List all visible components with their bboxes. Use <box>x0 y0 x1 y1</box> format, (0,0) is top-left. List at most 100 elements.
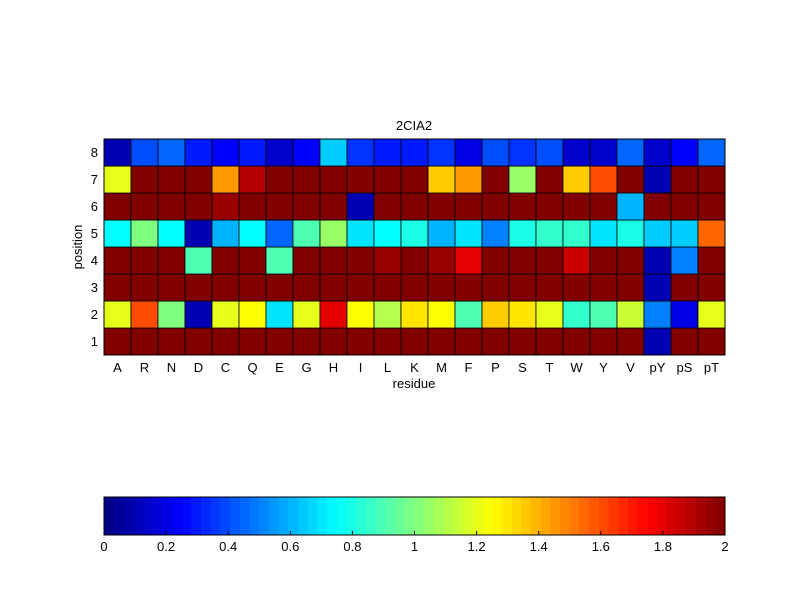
heatmap-cell <box>292 138 321 167</box>
heatmap-cell <box>697 246 726 275</box>
x-tick-label: A <box>113 360 122 375</box>
heatmap-cell <box>508 219 537 248</box>
heatmap-cell <box>670 246 699 275</box>
heatmap-cell <box>508 246 537 275</box>
heatmap-cell <box>481 246 510 275</box>
y-tick-label: 5 <box>91 226 98 241</box>
colorbar-band <box>618 497 629 535</box>
colorbar-band <box>210 497 221 535</box>
colorbar-band <box>453 497 464 535</box>
colorbar-band <box>560 497 571 535</box>
heatmap-cell <box>103 165 132 194</box>
heatmap-cell <box>643 219 672 248</box>
heatmap-cell <box>508 273 537 302</box>
heatmap-cell <box>184 273 213 302</box>
heatmap-cell <box>481 219 510 248</box>
heatmap-cell <box>238 165 267 194</box>
chart-title: 2CIA2 <box>396 118 432 133</box>
colorbar-band <box>686 497 697 535</box>
heatmap-cell <box>103 246 132 275</box>
heatmap-cell <box>319 165 348 194</box>
heatmap-cell <box>427 192 456 221</box>
heatmap-cell <box>697 192 726 221</box>
colorbar-band <box>239 497 251 535</box>
colorbar-band <box>152 497 163 535</box>
heatmap-cell <box>535 246 564 275</box>
colorbar-tick-label: 1.2 <box>468 539 486 554</box>
heatmap-cell <box>346 273 375 302</box>
heatmap-cell <box>373 300 402 329</box>
colorbar-band <box>424 497 435 535</box>
colorbar-band <box>608 497 619 535</box>
heatmap-cell <box>670 165 699 194</box>
heatmap-cell <box>184 192 213 221</box>
heatmap-cell <box>643 138 672 167</box>
x-tick-label: P <box>491 360 500 375</box>
heatmap-cell <box>427 300 456 329</box>
heatmap-cell <box>589 327 618 356</box>
heatmap-cell <box>535 192 564 221</box>
heatmap-cell <box>265 219 294 248</box>
colorbar-band <box>647 497 658 535</box>
heatmap-cell <box>481 327 510 356</box>
heatmap-cell <box>211 273 240 302</box>
x-tick-label: F <box>465 360 473 375</box>
heatmap-cell <box>130 273 159 302</box>
heatmap-cell <box>373 273 402 302</box>
heatmap-cell <box>103 300 132 329</box>
x-tick-label: S <box>518 360 527 375</box>
colorbar-band <box>492 497 503 535</box>
colorbar-band <box>142 497 154 535</box>
heatmap-cell <box>265 300 294 329</box>
x-tick-label: pT <box>704 360 719 375</box>
heatmap-cell <box>184 246 213 275</box>
colorbar-band <box>346 497 357 535</box>
x-tick-label: Y <box>599 360 608 375</box>
heatmap-cell <box>130 138 159 167</box>
colorbar-band <box>307 497 318 535</box>
heatmap-cell <box>265 192 294 221</box>
heatmap-cell <box>184 138 213 167</box>
heatmap-cell <box>562 300 591 329</box>
heatmap-cell <box>319 327 348 356</box>
heatmap-cell <box>616 219 645 248</box>
heatmap-cell <box>292 273 321 302</box>
heatmap-cell <box>562 273 591 302</box>
heatmap-cell <box>535 219 564 248</box>
heatmap-cell <box>211 192 240 221</box>
colorbar-band <box>530 497 542 535</box>
heatmap-cell <box>427 327 456 356</box>
heatmap-cell <box>103 138 132 167</box>
heatmap-cell <box>562 192 591 221</box>
heatmap-cell <box>292 165 321 194</box>
colorbar-band <box>715 497 726 535</box>
colorbar-band <box>637 497 648 535</box>
heatmap-cell <box>373 192 402 221</box>
colorbar-band <box>657 497 668 535</box>
colorbar-band <box>171 497 183 535</box>
x-tick-label: E <box>275 360 284 375</box>
heatmap-cell <box>697 273 726 302</box>
y-tick-label: 3 <box>91 280 98 295</box>
heatmap-cell <box>589 246 618 275</box>
heatmap-cell <box>589 192 618 221</box>
heatmap-cell <box>103 192 132 221</box>
y-tick-label: 4 <box>91 253 98 268</box>
heatmap-cell <box>184 165 213 194</box>
colorbar-band <box>317 497 328 535</box>
heatmap-cell <box>265 246 294 275</box>
colorbar-band <box>181 497 192 535</box>
heatmap-cell <box>481 192 510 221</box>
heatmap-cell <box>454 138 483 167</box>
heatmap-cell <box>130 165 159 194</box>
x-tick-label: W <box>570 360 583 375</box>
x-tick-label: D <box>194 360 203 375</box>
heatmap-cell <box>535 327 564 356</box>
heatmap-cell <box>346 138 375 167</box>
colorbar-band <box>501 497 513 535</box>
heatmap-cell <box>697 165 726 194</box>
heatmap-cell <box>670 327 699 356</box>
heatmap-cell <box>130 327 159 356</box>
heatmap-cell <box>346 300 375 329</box>
